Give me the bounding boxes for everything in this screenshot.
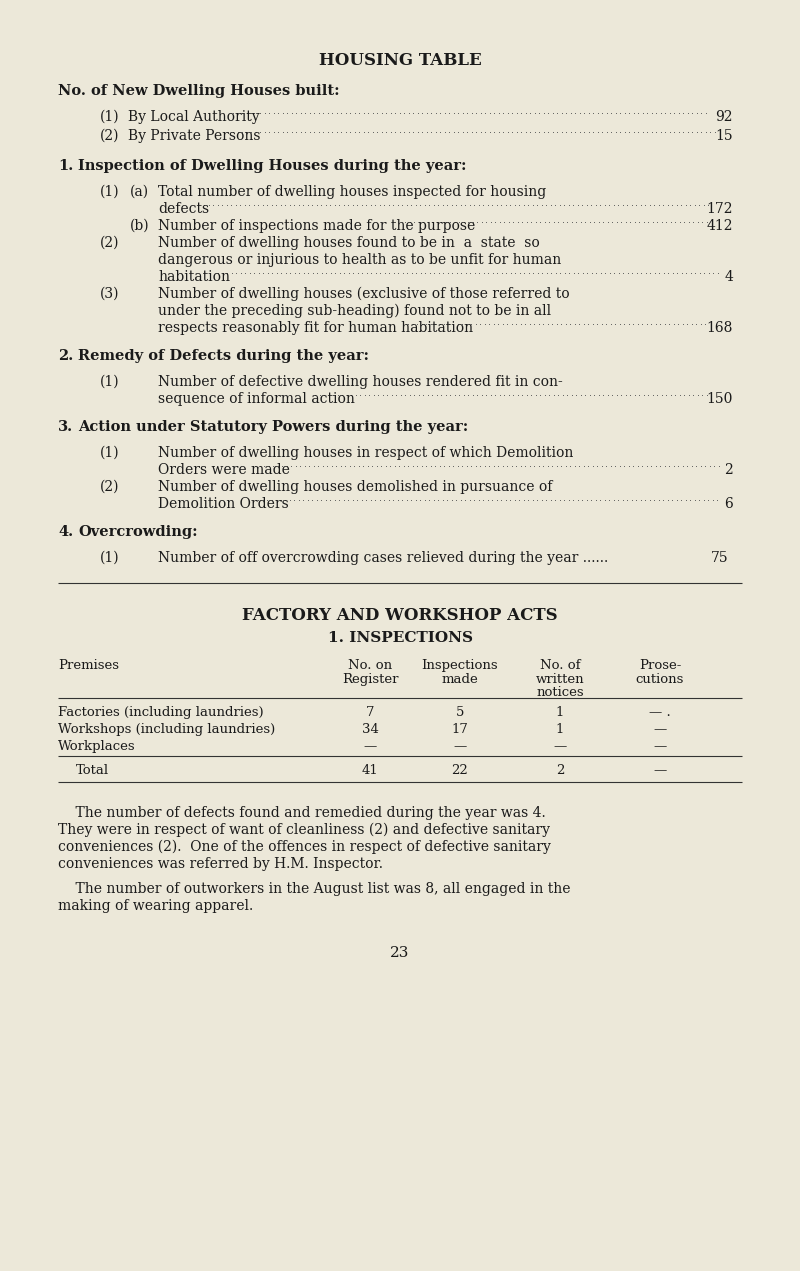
- Text: Number of dwelling houses demolished in pursuance of: Number of dwelling houses demolished in …: [158, 480, 552, 494]
- Text: By Local Authority: By Local Authority: [128, 111, 260, 125]
- Text: 7: 7: [366, 705, 374, 719]
- Text: Demolition Orders: Demolition Orders: [158, 497, 289, 511]
- Text: 92: 92: [715, 111, 733, 125]
- Text: Register: Register: [342, 674, 398, 686]
- Text: —: —: [454, 740, 466, 752]
- Text: 15: 15: [715, 128, 733, 144]
- Text: 34: 34: [362, 723, 378, 736]
- Text: habitation: habitation: [158, 269, 230, 283]
- Text: Workshops (including laundries): Workshops (including laundries): [58, 723, 275, 736]
- Text: 5: 5: [456, 705, 464, 719]
- Text: 2: 2: [724, 463, 733, 477]
- Text: 4.: 4.: [58, 525, 73, 539]
- Text: Premises: Premises: [58, 658, 119, 672]
- Text: Number of defective dwelling houses rendered fit in con-: Number of defective dwelling houses rend…: [158, 375, 562, 389]
- Text: By Private Persons: By Private Persons: [128, 128, 261, 144]
- Text: 1. INSPECTIONS: 1. INSPECTIONS: [327, 630, 473, 644]
- Text: 412: 412: [706, 219, 733, 233]
- Text: 168: 168: [706, 322, 733, 336]
- Text: 17: 17: [451, 723, 469, 736]
- Text: (3): (3): [100, 287, 119, 301]
- Text: —: —: [363, 740, 377, 752]
- Text: 1: 1: [556, 723, 564, 736]
- Text: No. of New Dwelling Houses built:: No. of New Dwelling Houses built:: [58, 84, 340, 98]
- Text: Total: Total: [76, 764, 109, 777]
- Text: No. on: No. on: [348, 658, 392, 672]
- Text: —: —: [554, 740, 566, 752]
- Text: cutions: cutions: [636, 674, 684, 686]
- Text: Remedy of Defects during the year:: Remedy of Defects during the year:: [78, 350, 369, 364]
- Text: conveniences (2).  One of the offences in respect of defective sanitary: conveniences (2). One of the offences in…: [58, 840, 551, 854]
- Text: defects: defects: [158, 202, 209, 216]
- Text: (2): (2): [100, 236, 119, 250]
- Text: sequence of informal action: sequence of informal action: [158, 391, 355, 405]
- Text: Number of dwelling houses found to be in  a  state  so: Number of dwelling houses found to be in…: [158, 236, 540, 250]
- Text: No. of: No. of: [540, 658, 580, 672]
- Text: 3.: 3.: [58, 419, 73, 433]
- Text: respects reasonably fit for human habitation: respects reasonably fit for human habita…: [158, 322, 473, 336]
- Text: (1): (1): [100, 446, 120, 460]
- Text: written: written: [536, 674, 584, 686]
- Text: Number of inspections made for the purpose: Number of inspections made for the purpo…: [158, 219, 475, 233]
- Text: Total number of dwelling houses inspected for housing: Total number of dwelling houses inspecte…: [158, 186, 546, 200]
- Text: They were in respect of want of cleanliness (2) and defective sanitary: They were in respect of want of cleanlin…: [58, 824, 550, 838]
- Text: Orders were made: Orders were made: [158, 463, 290, 477]
- Text: Number of​ off overcrowding cases relieved during the year ......: Number of​ off overcrowding cases reliev…: [158, 552, 608, 566]
- Text: Inspection of Dwelling Houses during the year:: Inspection of Dwelling Houses during the…: [78, 159, 466, 173]
- Text: FACTORY AND WORKSHOP ACTS: FACTORY AND WORKSHOP ACTS: [242, 608, 558, 624]
- Text: Factories (including laundries): Factories (including laundries): [58, 705, 264, 719]
- Text: 22: 22: [452, 764, 468, 777]
- Text: 150: 150: [706, 391, 733, 405]
- Text: 2.: 2.: [58, 350, 74, 364]
- Text: 172: 172: [706, 202, 733, 216]
- Text: (1): (1): [100, 552, 120, 566]
- Text: Inspections: Inspections: [422, 658, 498, 672]
- Text: 2: 2: [556, 764, 564, 777]
- Text: 75: 75: [710, 552, 728, 566]
- Text: Action under Statutory Powers during the year:: Action under Statutory Powers during the…: [78, 419, 468, 433]
- Text: The number of defects found and remedied during the year was 4.: The number of defects found and remedied…: [58, 806, 546, 820]
- Text: The number of outworkers in the August list was 8, all engaged in the: The number of outworkers in the August l…: [58, 882, 570, 896]
- Text: (2): (2): [100, 128, 119, 144]
- Text: dangerous or injurious to health as to be unfit for human: dangerous or injurious to health as to b…: [158, 253, 562, 267]
- Text: Overcrowding:: Overcrowding:: [78, 525, 198, 539]
- Text: conveniences was referred by H.M. Inspector.: conveniences was referred by H.M. Inspec…: [58, 857, 383, 871]
- Text: 1: 1: [556, 705, 564, 719]
- Text: (b): (b): [130, 219, 150, 233]
- Text: (a): (a): [130, 186, 149, 200]
- Text: 6: 6: [724, 497, 733, 511]
- Text: —: —: [654, 723, 666, 736]
- Text: (1): (1): [100, 375, 120, 389]
- Text: —: —: [654, 764, 666, 777]
- Text: under the preceding sub-heading) found not to be in all: under the preceding sub-heading) found n…: [158, 304, 551, 319]
- Text: (1): (1): [100, 111, 120, 125]
- Text: Workplaces: Workplaces: [58, 740, 136, 752]
- Text: 23: 23: [390, 946, 410, 960]
- Text: HOUSING TABLE: HOUSING TABLE: [318, 52, 482, 69]
- Text: Prose-: Prose-: [639, 658, 681, 672]
- Text: Number of dwelling houses in respect of which Demolition: Number of dwelling houses in respect of …: [158, 446, 574, 460]
- Text: 1.: 1.: [58, 159, 74, 173]
- Text: (1): (1): [100, 186, 120, 200]
- Text: notices: notices: [536, 686, 584, 699]
- Text: made: made: [442, 674, 478, 686]
- Text: —: —: [654, 740, 666, 752]
- Text: (2): (2): [100, 480, 119, 494]
- Text: 4: 4: [724, 269, 733, 283]
- Text: Number of dwelling houses (exclusive of those referred to: Number of dwelling houses (exclusive of …: [158, 287, 570, 301]
- Text: making of wearing apparel.: making of wearing apparel.: [58, 899, 254, 913]
- Text: — .: — .: [649, 705, 671, 719]
- Text: 41: 41: [362, 764, 378, 777]
